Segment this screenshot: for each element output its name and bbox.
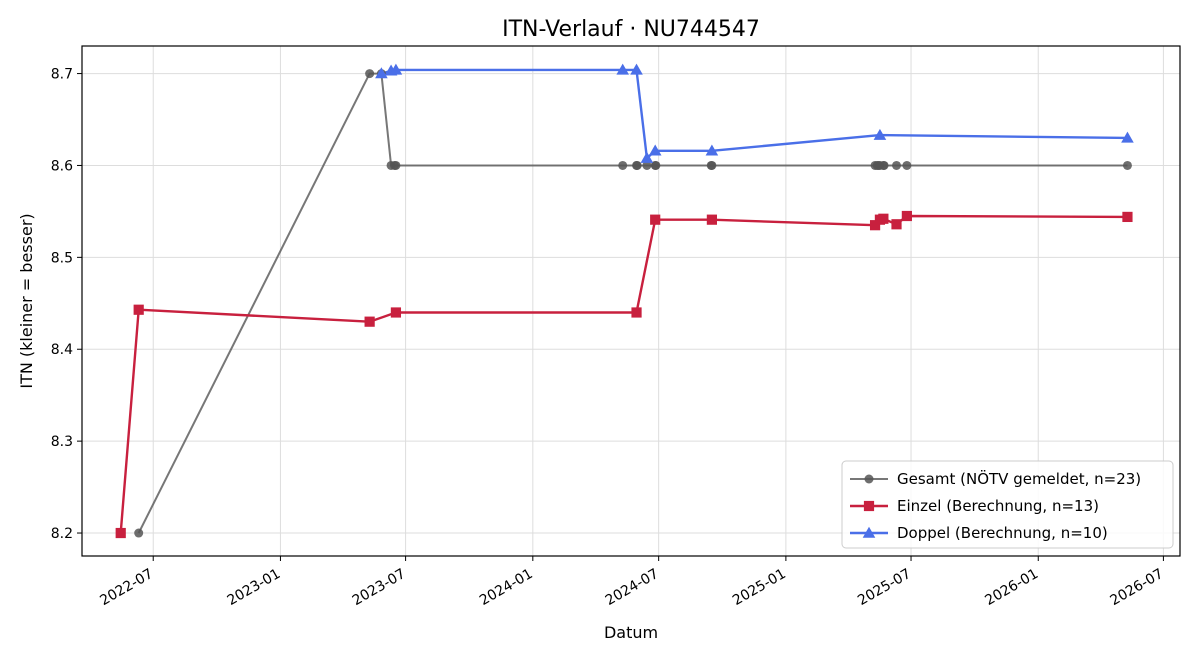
- y-tick-label: 8.2: [51, 526, 73, 542]
- data-point-circle: [1122, 160, 1132, 170]
- data-point-square: [901, 210, 912, 222]
- data-point-square: [631, 307, 642, 318]
- data-point-triangle: [389, 63, 403, 75]
- data-point-triangle: [648, 144, 662, 156]
- series-markers: [115, 63, 1134, 539]
- data-point-circle: [902, 160, 912, 170]
- x-axis-label: Datum: [604, 623, 658, 642]
- data-point-square: [869, 220, 881, 231]
- plot-frame: [81, 45, 1181, 557]
- data-point-circle: [134, 528, 144, 538]
- data-point-square: [1122, 211, 1133, 223]
- data-point-triangle: [640, 151, 654, 163]
- chart-title: ITN-Verlauf · NU744547: [502, 17, 760, 42]
- data-point-triangle: [705, 144, 719, 156]
- y-tick-label: 8.6: [51, 158, 73, 174]
- data-point-circle: [632, 160, 642, 170]
- legend: Gesamt (NÖTV gemeldet, n=23) Einzel (Bere…: [841, 460, 1174, 549]
- data-point-circle: [879, 160, 889, 170]
- legend-label: Gesamt (NÖTV gemeldet, n=23): [897, 469, 1141, 488]
- data-point-circle: [642, 160, 652, 170]
- data-point-triangle: [873, 128, 887, 140]
- y-tick-label: 8.7: [51, 67, 73, 83]
- data-point-triangle: [616, 63, 630, 75]
- data-point-triangle: [375, 67, 388, 79]
- data-point-square: [650, 214, 661, 225]
- legend-marker: [864, 474, 874, 484]
- legend-marker: [863, 500, 875, 512]
- data-point-circle: [707, 160, 717, 170]
- data-point-triangle: [1121, 131, 1134, 143]
- data-point-circle: [365, 69, 375, 79]
- y-axis-ticks: 8.2 8.3 8.4 8.5 8.6 8.7: [51, 67, 82, 542]
- y-tick-label: 8.4: [51, 342, 73, 358]
- data-point-square: [706, 214, 717, 225]
- y-tick-label: 8.3: [51, 434, 73, 450]
- data-point-circle: [618, 160, 628, 170]
- legend-label: Doppel (Berechnung, n=10): [897, 524, 1108, 542]
- legend-frame: [841, 460, 1174, 549]
- data-point-circle: [892, 160, 902, 170]
- data-point-circle: [391, 160, 401, 170]
- data-point-square: [878, 213, 889, 224]
- data-point-square: [390, 307, 402, 318]
- data-point-circle: [651, 160, 661, 170]
- y-axis-label: ITN (kleiner = besser): [17, 213, 36, 388]
- data-point-square: [115, 527, 126, 539]
- legend-marker: [862, 526, 876, 538]
- data-point-triangle: [630, 63, 643, 75]
- legend-label: Einzel (Berechnung, n=13): [897, 497, 1099, 515]
- data-point-square: [891, 219, 902, 230]
- y-tick-label: 8.5: [51, 250, 73, 266]
- data-point-square: [364, 316, 375, 327]
- data-point-square: [133, 304, 144, 315]
